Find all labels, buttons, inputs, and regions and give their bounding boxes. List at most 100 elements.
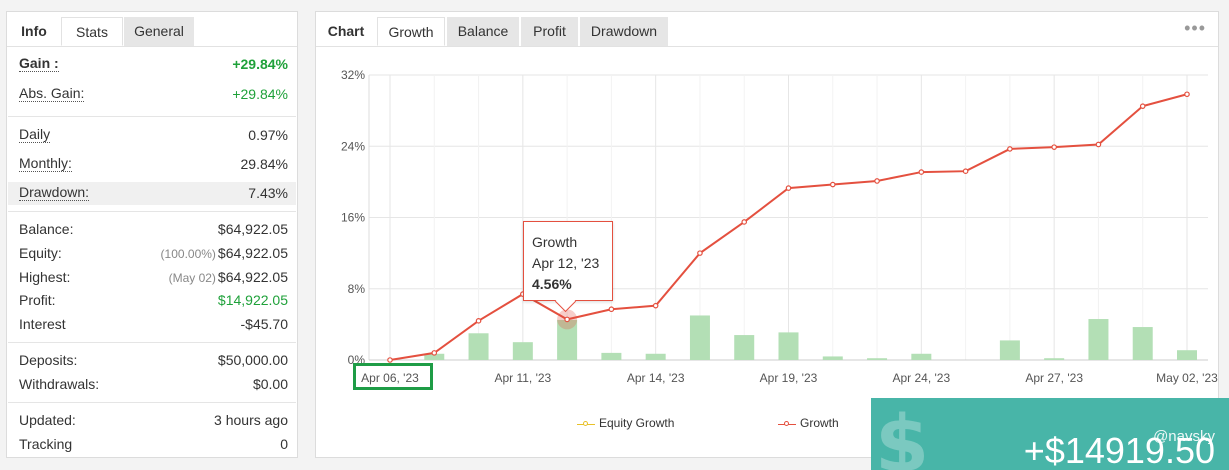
- highest-row: Highest: (May 02) $64,922.05: [8, 266, 296, 289]
- growth-point: [387, 357, 393, 363]
- x-tick-label: Apr 24, '23: [892, 371, 950, 385]
- abs-gain-label[interactable]: Abs. Gain:: [19, 85, 85, 102]
- more-dots-icon[interactable]: •••: [1184, 18, 1206, 38]
- growth-point: [829, 181, 836, 188]
- highest-label: Highest:: [19, 269, 71, 285]
- daily-bar: [1044, 358, 1065, 360]
- withdrawals-value: $0.00: [252, 376, 288, 392]
- balance-label: Balance:: [19, 221, 74, 237]
- equity-growth-legend-icon: [577, 419, 595, 429]
- balance-value: $64,922.05: [217, 221, 288, 237]
- daily-value: 0.97%: [248, 127, 288, 143]
- profit-amount: +$14919.50: [1023, 430, 1215, 470]
- daily-label[interactable]: Daily: [19, 126, 51, 143]
- drawdown-value: 7.43%: [248, 185, 288, 201]
- growth-point: [1184, 91, 1190, 98]
- equity-percent: (100.00%): [160, 247, 216, 261]
- dollar-icon: $: [875, 400, 930, 470]
- account-stats-panel: Info Stats General Gain : +29.84% Abs. G…: [6, 11, 298, 458]
- withdrawals-row: Withdrawals: $0.00: [8, 373, 296, 396]
- tab-drawdown[interactable]: Drawdown: [580, 17, 668, 46]
- equity-label: Equity:: [19, 245, 62, 261]
- interest-row: Interest -$45.70: [8, 313, 296, 336]
- tab-chart[interactable]: Chart: [327, 23, 365, 39]
- daily-bar: [822, 356, 843, 360]
- chart-tabs: Chart Growth Balance Profit Drawdown: [316, 12, 1218, 47]
- tooltip-date: Apr 12, '23: [532, 255, 600, 271]
- daily-bar: [468, 333, 489, 360]
- daily-bar: [778, 332, 799, 360]
- monthly-value: 29.84%: [240, 156, 288, 172]
- growth-point: [874, 178, 880, 184]
- tooltip-title: Growth: [532, 234, 578, 250]
- x-tick-label: Apr 19, '23: [760, 371, 818, 385]
- profit-banner: $ @navsky +$14919.50: [871, 398, 1229, 470]
- monthly-label[interactable]: Monthly:: [19, 155, 72, 172]
- daily-bar: [512, 342, 533, 360]
- tab-info[interactable]: Info: [21, 23, 47, 39]
- chart-panel: Chart Growth Balance Profit Drawdown •••…: [315, 11, 1219, 458]
- gain-value: +29.84%: [232, 56, 288, 72]
- legend-equity-growth-label: Equity Growth: [599, 416, 675, 430]
- interest-value: -$45.70: [240, 316, 288, 332]
- tab-general[interactable]: General: [124, 17, 194, 46]
- tab-stats[interactable]: Stats: [61, 17, 123, 46]
- daily-bar: [867, 358, 888, 360]
- daily-row: Daily 0.97%: [8, 124, 296, 147]
- handle-watermark: @navsky: [1153, 428, 1215, 445]
- gain-row: Gain : +29.84%: [8, 53, 296, 76]
- stats-tabs: Info Stats General: [7, 12, 297, 47]
- growth-point: [785, 185, 792, 191]
- updated-row: Updated: 3 hours ago: [8, 409, 296, 432]
- tracking-label: Tracking: [19, 436, 73, 452]
- withdrawals-label: Withdrawals:: [19, 376, 100, 392]
- daily-bar: [557, 319, 578, 360]
- growth-point: [697, 250, 703, 256]
- growth-point: [1139, 103, 1146, 109]
- chart-tooltip: Growth Apr 12, '23 4.56%: [523, 221, 613, 313]
- growth-chart: 0%8%16%24%32%Apr 06, '23 Apr 11, '23 Apr 1…: [341, 68, 1218, 385]
- growth-point: [1095, 141, 1102, 148]
- growth-point: [741, 219, 748, 225]
- daily-bar: [1177, 350, 1197, 360]
- growth-legend-icon: [778, 419, 796, 429]
- balance-row: Balance: $64,922.05: [8, 218, 296, 241]
- growth-point: [608, 306, 615, 313]
- deposits-value: $50,000.00: [217, 352, 288, 368]
- gain-label[interactable]: Gain :: [19, 55, 59, 72]
- daily-bar: [1088, 319, 1109, 360]
- daily-bar: [999, 340, 1020, 360]
- equity-row: Equity: (100.00%) $64,922.05: [8, 242, 296, 265]
- growth-point: [962, 168, 969, 174]
- tracking-row: Tracking 0: [8, 433, 296, 456]
- daily-bar: [601, 352, 622, 360]
- divider: [8, 342, 296, 343]
- x-tick-label: Apr 14, '23: [627, 371, 685, 385]
- divider: [8, 211, 296, 212]
- y-tick-label: 32%: [341, 68, 365, 82]
- tab-profit[interactable]: Profit: [521, 17, 578, 46]
- daily-bar: [734, 335, 755, 360]
- drawdown-label[interactable]: Drawdown:: [19, 184, 90, 201]
- daily-bar: [911, 353, 932, 360]
- legend-growth[interactable]: Growth: [778, 416, 839, 430]
- tab-balance[interactable]: Balance: [447, 17, 519, 46]
- highest-date: (May 02): [168, 271, 216, 285]
- y-tick-label: 24%: [341, 139, 365, 153]
- divider: [8, 402, 296, 403]
- interest-label: Interest: [19, 316, 66, 332]
- x-tick-label: Apr 11, '23: [494, 371, 551, 385]
- tooltip-value: 4.56%: [532, 276, 572, 292]
- daily-bar: [424, 353, 445, 360]
- y-tick-label: 16%: [341, 211, 365, 225]
- growth-point: [1051, 144, 1057, 150]
- daily-bar: [1132, 327, 1153, 360]
- growth-point: [918, 169, 925, 175]
- abs-gain-value: +29.84%: [232, 86, 288, 102]
- highest-value: $64,922.05: [217, 269, 288, 285]
- profit-row: Profit: $14,922.05: [8, 289, 296, 312]
- legend-equity-growth[interactable]: Equity Growth: [577, 416, 674, 430]
- tab-growth[interactable]: Growth: [377, 17, 445, 46]
- growth-point: [431, 350, 438, 356]
- x-tick-label: Apr 27, '23: [1025, 371, 1083, 385]
